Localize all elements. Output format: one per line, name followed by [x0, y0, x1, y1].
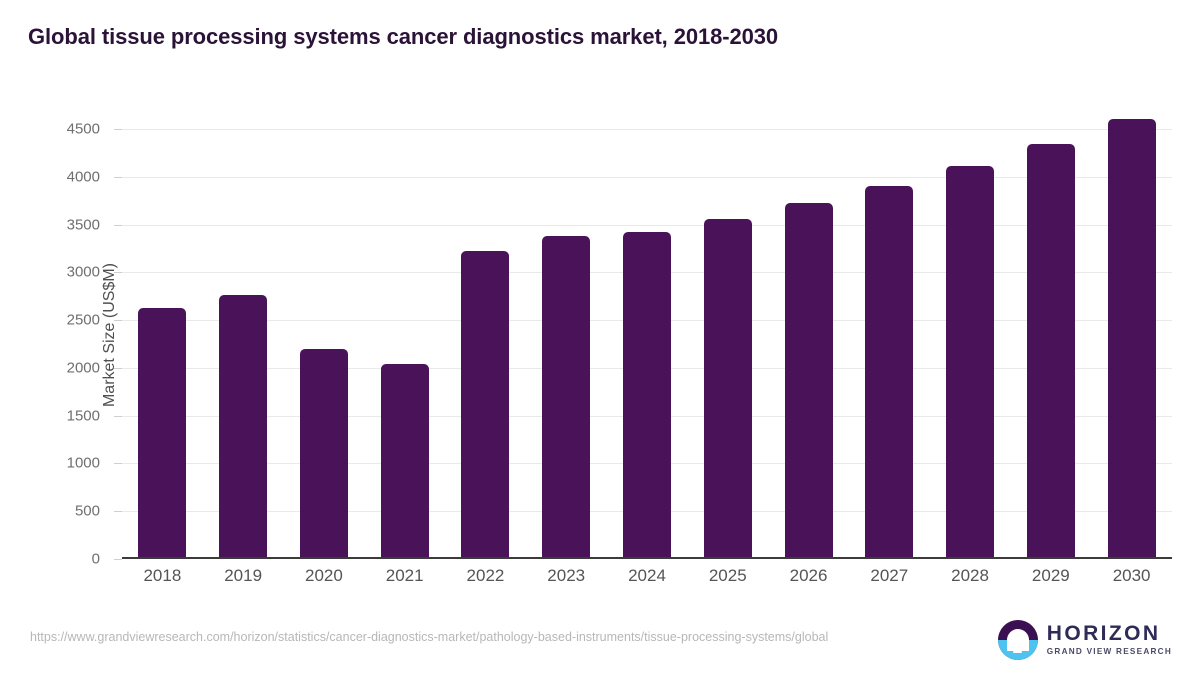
y-axis-tick-label: 500 — [74, 502, 100, 520]
bar-2020[interactable] — [299, 348, 348, 558]
y-axis-tick-mark — [114, 320, 122, 322]
bar-2024[interactable] — [623, 231, 671, 558]
x-axis-tick-labels: 2018 2019 2020 2021 2022 2023 2024 2025 2026 2027… — [122, 566, 1172, 592]
y-axis-tick-label: 2500 — [66, 311, 100, 329]
y-axis-tick-mark — [114, 559, 122, 560]
x-axis-line — [122, 557, 1172, 559]
source-url[interactable]: https://www.grandviewresearch.com/horizo… — [30, 630, 829, 644]
gridline — [122, 224, 1172, 226]
y-axis-tick-label: 4500 — [66, 120, 100, 138]
bar-2019[interactable] — [219, 295, 268, 558]
x-axis-tick-label: 2026 — [789, 566, 828, 585]
x-axis-tick-label: 2027 — [870, 566, 909, 585]
bar-2030[interactable] — [1107, 119, 1156, 558]
y-axis-tick-label: 3000 — [66, 263, 100, 281]
plot-area — [122, 110, 1172, 559]
y-axis-tick-mark — [114, 415, 122, 417]
bar-2021[interactable] — [380, 364, 429, 558]
y-axis-tick-mark — [114, 367, 122, 369]
bar-2026[interactable] — [784, 202, 833, 558]
page-title: Global tissue processing systems cancer … — [28, 24, 779, 49]
x-axis-tick-label: 2020 — [305, 566, 343, 585]
y-axis-tick-mark — [114, 511, 122, 513]
bar-2028[interactable] — [946, 166, 995, 558]
y-axis-tick-mark — [114, 176, 122, 178]
logo-brand-name: HORIZON — [1046, 622, 1161, 646]
x-axis-tick-label: 2022 — [466, 566, 505, 585]
horizon-logo-icon — [997, 620, 1038, 660]
horizon-logo[interactable]: HORIZON GRAND VIEW RESEARCH — [997, 620, 1172, 660]
logo-brand-sub: GRAND VIEW RESEARCH — [1046, 647, 1172, 657]
y-axis-tick-mark — [114, 129, 122, 131]
x-axis-tick-label: 2019 — [224, 566, 263, 585]
bar-2022[interactable] — [461, 251, 510, 558]
bar-series — [122, 110, 1172, 559]
y-axis-tick-label: 2000 — [66, 359, 100, 377]
x-axis-tick-label: 2029 — [1031, 566, 1070, 585]
bar-2025[interactable] — [703, 218, 752, 558]
y-axis-tick-label: 1500 — [66, 407, 100, 425]
bar-2029[interactable] — [1026, 144, 1075, 558]
y-axis-tick-mark — [114, 463, 122, 465]
y-axis-tick-label: 4000 — [66, 168, 100, 186]
x-axis-tick-label: 2018 — [143, 566, 182, 585]
horizon-logo-text: HORIZON GRAND VIEW RESEARCH — [1047, 623, 1172, 656]
bar-2023[interactable] — [542, 236, 591, 558]
y-axis-tick-label: 3500 — [66, 216, 100, 234]
y-axis-tick-mark — [114, 272, 122, 274]
bar-2018[interactable] — [138, 307, 187, 558]
y-axis-tick-labels: 0 500 1000 1500 2000 2500 3000 3500 4000 4500 — [0, 110, 122, 568]
y-axis-tick-label: 0 — [91, 550, 100, 568]
x-axis-tick-label: 2021 — [385, 566, 424, 585]
x-axis-tick-label: 2023 — [547, 566, 586, 585]
x-axis-tick-label: 2024 — [628, 566, 666, 585]
x-axis-tick-label: 2028 — [951, 566, 989, 585]
gridline — [122, 129, 1172, 131]
y-axis-tick-mark — [114, 224, 122, 226]
bar-2027[interactable] — [865, 186, 914, 558]
x-axis-tick-label: 2025 — [708, 566, 747, 585]
gridline — [122, 176, 1172, 178]
y-axis-tick-label: 1000 — [66, 454, 100, 472]
x-axis-tick-label: 2030 — [1112, 566, 1151, 585]
